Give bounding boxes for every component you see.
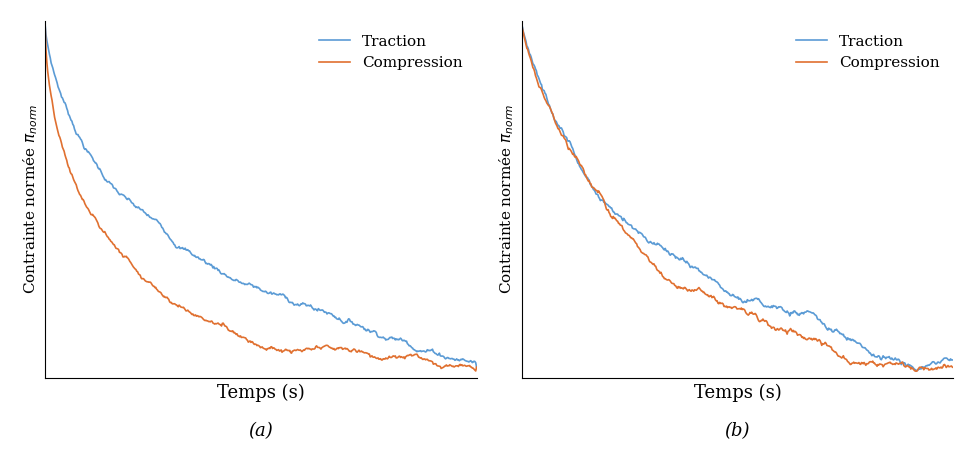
Line: Compression: Compression [45,24,476,371]
Traction [516,21,528,27]
Traction [470,364,482,370]
Compression [948,365,959,370]
Compression [393,354,404,359]
Compression [469,368,481,374]
Compression [246,339,258,345]
Text: (a): (a) [248,422,274,440]
Compression [461,364,472,369]
Line: Traction: Traction [45,24,476,367]
Traction [910,368,921,374]
Compression [749,311,761,316]
Legend: Traction, Compression: Traction, Compression [314,29,468,77]
Traction [724,291,735,296]
Compression [273,347,284,352]
Traction [273,292,284,298]
Line: Traction: Traction [522,24,954,371]
Traction [948,357,959,363]
Compression [911,368,922,374]
Compression [870,362,881,367]
Compression [39,22,51,27]
Traction [296,301,308,307]
Traction [39,22,51,27]
Compression [938,362,950,367]
Legend: Traction, Compression: Traction, Compression [790,29,946,77]
Traction [938,356,950,361]
Traction [393,337,404,343]
Compression [244,338,256,344]
Compression [772,327,784,333]
Compression [724,304,735,309]
Traction [870,354,881,360]
Line: Compression: Compression [522,24,954,371]
Compression [296,349,308,355]
Traction [246,283,258,288]
Y-axis label: Contrainte normée $\pi_{norm}$: Contrainte normée $\pi_{norm}$ [20,104,40,295]
X-axis label: Temps (s): Temps (s) [693,384,781,402]
Compression [516,21,528,27]
Traction [749,296,761,301]
Traction [461,358,472,364]
Traction [244,281,256,287]
Text: (b): (b) [725,422,750,440]
Compression [470,364,482,370]
Traction [721,290,732,295]
Y-axis label: Contrainte normée $\pi_{norm}$: Contrainte normée $\pi_{norm}$ [498,104,516,295]
Traction [772,304,784,310]
Compression [721,303,732,309]
X-axis label: Temps (s): Temps (s) [217,384,305,402]
